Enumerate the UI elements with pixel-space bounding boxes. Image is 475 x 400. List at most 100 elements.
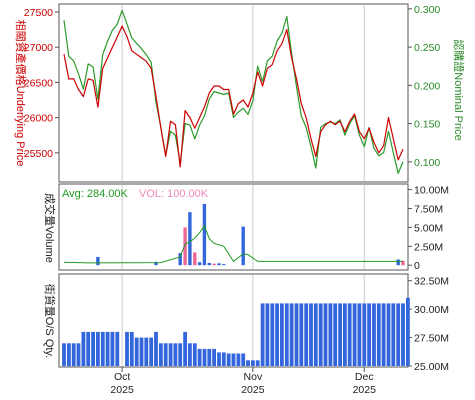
volume-avg-label: Avg: 284.00K xyxy=(62,188,129,200)
outstanding-bar xyxy=(309,303,313,366)
month-label: Oct xyxy=(114,371,130,383)
outstanding-bar xyxy=(139,337,144,366)
outstanding-bar xyxy=(125,331,129,366)
volume-bar xyxy=(212,263,216,266)
outstanding-bar xyxy=(251,360,255,366)
outstanding-bar xyxy=(280,303,284,366)
underlying-tick-label: 25500 xyxy=(24,148,53,160)
outstanding-bar xyxy=(71,343,76,367)
outstanding-bar xyxy=(323,303,328,366)
warrant-axis-ticks: 0.300 0.250 0.200 0.150 0.100 xyxy=(408,4,440,169)
volume-current-label: VOL: 100.00K xyxy=(139,188,209,200)
month-label: Dec xyxy=(355,371,374,383)
outstanding-bar xyxy=(105,331,110,366)
volume-bar xyxy=(193,252,197,266)
outstanding-bar xyxy=(391,303,396,366)
outstanding-bar xyxy=(294,303,299,366)
outstanding-bar xyxy=(129,331,134,366)
outstanding-bar xyxy=(202,348,207,366)
outstanding-bar xyxy=(376,303,381,366)
outstanding-bar xyxy=(173,343,178,367)
outstanding-bar xyxy=(149,337,154,366)
volume-bar xyxy=(183,227,187,266)
warrant-tick-label: 0.200 xyxy=(414,80,440,92)
outstanding-bar xyxy=(313,303,318,366)
outstanding-bar xyxy=(110,331,115,366)
outstanding-bar xyxy=(154,331,158,366)
outstanding-tick-label: 27.50M xyxy=(414,333,449,345)
warrant-axis-title: 認購證Nominal Price xyxy=(452,39,466,140)
warrant-price-line xyxy=(63,9,404,174)
volume-tick-label: 5.00M xyxy=(414,222,443,234)
outstanding-tick-label: 25.00M xyxy=(414,361,449,373)
volume-axis-ticks: 10.00M 7.50M 5.00M 2.50M 0 xyxy=(408,185,449,272)
outstanding-bar xyxy=(241,353,246,366)
warrant-tick-label: 0.150 xyxy=(414,119,440,131)
warrant-tick-label: 0.300 xyxy=(414,4,440,16)
price-panel-frame xyxy=(58,3,409,183)
outstanding-bar xyxy=(159,343,163,367)
outstanding-bars xyxy=(62,297,410,367)
outstanding-bar xyxy=(255,360,260,366)
underlying-tick-label: 27500 xyxy=(24,7,53,19)
outstanding-bar xyxy=(192,343,197,367)
volume-tick-label: 2.50M xyxy=(414,241,443,253)
outstanding-bar xyxy=(338,303,342,366)
price-lines xyxy=(63,9,404,174)
year-label: 2025 xyxy=(353,384,377,396)
volume-bar xyxy=(154,261,158,266)
underlying-tick-label: 27000 xyxy=(24,42,53,54)
outstanding-bar xyxy=(386,303,391,366)
outstanding-bar xyxy=(406,297,410,367)
outstanding-tick-label: 30.00M xyxy=(414,304,449,316)
outstanding-bar xyxy=(357,303,362,366)
outstanding-bar xyxy=(81,331,86,366)
outstanding-bar xyxy=(96,331,100,366)
year-label: 2025 xyxy=(241,384,265,396)
outstanding-bar xyxy=(231,353,236,366)
volume-bar xyxy=(396,259,400,266)
volume-tick-label: 7.50M xyxy=(414,203,443,215)
warrant-tick-label: 0.250 xyxy=(414,42,440,54)
outstanding-bar xyxy=(367,303,371,366)
outstanding-bar xyxy=(221,352,226,366)
outstanding-bar xyxy=(289,303,294,366)
outstanding-bar xyxy=(381,303,386,366)
volume-average-line xyxy=(63,224,403,264)
outstanding-bar xyxy=(62,343,66,367)
outstanding-bar xyxy=(275,303,279,366)
volume-bar xyxy=(222,264,226,266)
month-label: Nov xyxy=(244,371,263,383)
warrant-tick-label: 0.100 xyxy=(414,157,440,169)
outstanding-axis-title: 街貨量O/S Qty. xyxy=(43,284,57,358)
outstanding-bar xyxy=(284,303,289,366)
outstanding-bar xyxy=(86,331,91,366)
outstanding-bar xyxy=(178,343,183,367)
outstanding-bar xyxy=(91,331,95,366)
underlying-axis-title: 相關資產價格Underlying Price xyxy=(14,20,28,167)
volume-axis-title: 成交量Volume xyxy=(43,193,57,263)
outstanding-bar xyxy=(100,331,105,366)
outstanding-bar xyxy=(328,303,333,366)
outstanding-bar xyxy=(197,348,202,366)
outstanding-bar xyxy=(183,331,187,366)
volume-bar xyxy=(197,262,202,266)
volume-bar xyxy=(241,226,245,266)
outstanding-bar xyxy=(212,348,216,366)
outstanding-bar xyxy=(226,353,231,366)
outstanding-bar xyxy=(246,360,250,366)
outstanding-bar xyxy=(115,331,120,366)
volume-bar xyxy=(217,263,221,266)
outstanding-bar xyxy=(134,337,139,366)
outstanding-bar xyxy=(76,343,81,367)
outstanding-bar xyxy=(207,348,212,366)
outstanding-bar xyxy=(236,353,241,366)
year-label: 2025 xyxy=(110,384,134,396)
outstanding-bar xyxy=(144,337,149,366)
outstanding-bar xyxy=(163,343,168,367)
outstanding-bar xyxy=(333,303,338,366)
underlying-price-line xyxy=(63,25,404,168)
outstanding-bar xyxy=(318,303,323,366)
outstanding-axis-ticks: 32.50M 30.00M 27.50M 25.00M xyxy=(408,276,449,373)
